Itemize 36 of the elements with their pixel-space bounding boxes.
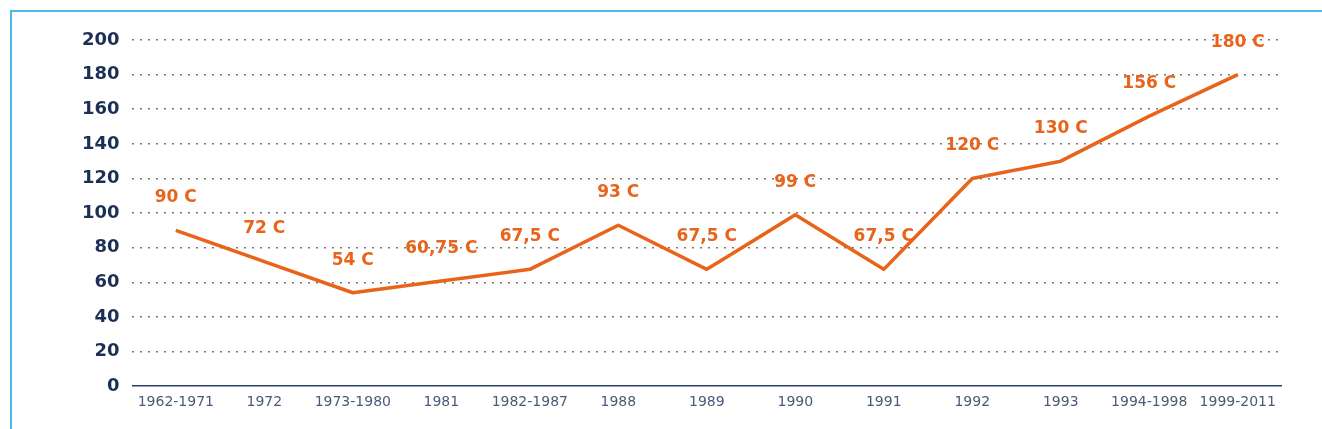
data-label: 54 C	[331, 248, 374, 269]
x-tick-label: 1990	[777, 393, 814, 410]
y-tick-label: 20	[94, 339, 120, 361]
data-label: 90 C	[154, 186, 197, 207]
data-label: 130 C	[1033, 117, 1088, 138]
x-tick-label: 1972	[246, 393, 283, 410]
data-label: 156 C	[1122, 72, 1177, 93]
y-tick-label: 40	[94, 304, 120, 326]
data-label: 99 C	[774, 170, 817, 191]
data-label: 93 C	[597, 181, 640, 202]
x-tick-label: 1994-1998	[1111, 393, 1188, 410]
y-tick-label: 80	[94, 235, 120, 257]
data-label: 67,5 C	[499, 225, 560, 246]
x-tick-label: 1982-1987	[491, 393, 568, 410]
x-tick-label: 1999-2011	[1199, 393, 1276, 410]
x-tick-label: 1981	[423, 393, 460, 410]
x-tick-label: 1992	[954, 393, 991, 410]
y-tick-label: 140	[82, 131, 120, 153]
x-tick-label: 1993	[1042, 393, 1079, 410]
y-tick-label: 60	[94, 270, 120, 292]
y-tick-label: 120	[82, 166, 120, 188]
y-tick-label: 200	[82, 27, 120, 49]
x-tick-label: 1962-1971	[137, 393, 214, 410]
x-tick-label: 1989	[688, 393, 725, 410]
y-tick-label: 0	[107, 373, 120, 395]
x-tick-label: 1988	[600, 393, 637, 410]
data-label: 67,5 C	[676, 225, 737, 246]
y-tick-label: 180	[82, 62, 120, 84]
x-tick-label: 1991	[865, 393, 902, 410]
y-tick-label: 100	[82, 200, 120, 222]
data-label: 60,75 C	[405, 236, 478, 257]
data-label: 180 C	[1210, 30, 1265, 51]
data-label: 120 C	[945, 134, 1000, 155]
y-tick-label: 160	[82, 96, 120, 118]
data-label: 72 C	[243, 217, 286, 238]
x-tick-label: 1973-1980	[314, 393, 391, 410]
